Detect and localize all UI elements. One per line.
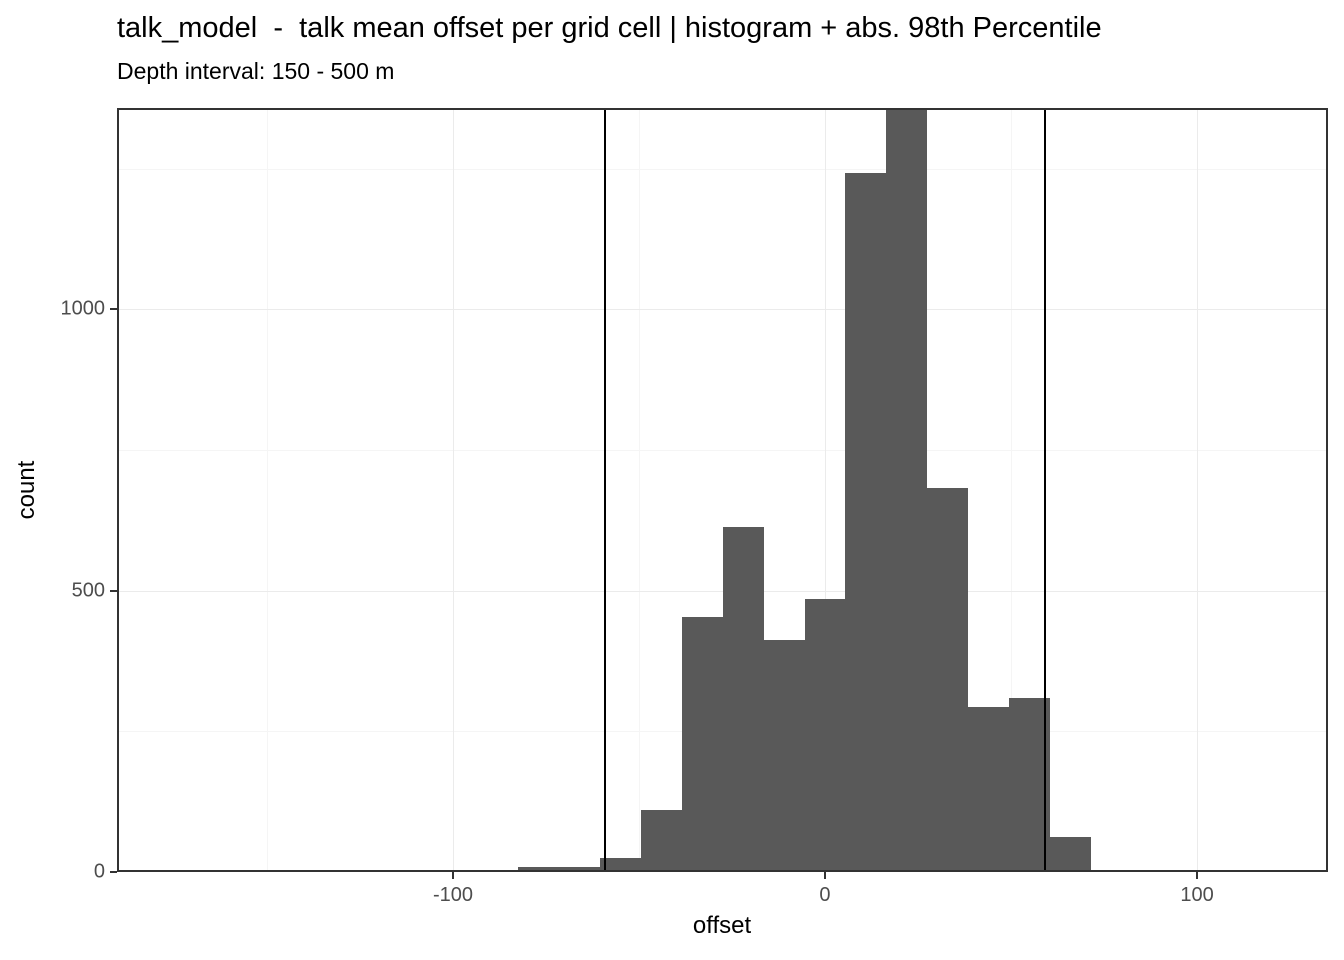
histogram-bar: [845, 173, 887, 872]
y-minor-gridline: [117, 168, 1328, 170]
histogram-bar: [722, 527, 764, 872]
histogram-bar: [558, 867, 600, 872]
y-major-gridline: [117, 590, 1328, 592]
histogram-bar: [1091, 870, 1132, 872]
x-axis-tick: [451, 872, 454, 879]
x-minor-gridline: [638, 108, 640, 872]
x-axis-tick: [1196, 872, 1199, 879]
chart-subtitle: Depth interval: 150 - 500 m: [117, 58, 395, 84]
histogram-bar: [968, 707, 1010, 872]
y-minor-gridline: [117, 450, 1328, 452]
histogram-bar: [477, 870, 519, 872]
histogram-bar: [599, 857, 641, 872]
x-tick-label: 100: [1180, 884, 1214, 906]
histogram-bar: [1050, 837, 1091, 872]
y-axis-tick: [110, 871, 117, 873]
histogram-bar: [763, 640, 805, 872]
histogram-bar: [640, 810, 682, 872]
plot-panel: [117, 108, 1328, 872]
histogram-bar: [804, 599, 846, 872]
x-minor-gridline: [1011, 108, 1013, 872]
histogram-bar: [681, 617, 723, 872]
y-axis-tick: [110, 308, 117, 311]
y-axis-tick: [110, 589, 117, 592]
x-major-gridline: [824, 108, 826, 872]
histogram-bar: [886, 108, 928, 872]
x-minor-gridline: [266, 108, 268, 872]
x-major-gridline: [452, 108, 454, 872]
x-major-gridline: [1197, 108, 1199, 872]
histogram-bar: [1131, 870, 1173, 872]
histogram-bar: [927, 488, 969, 872]
histogram-bar: [518, 867, 559, 872]
x-axis-title: offset: [692, 912, 752, 939]
histogram-bar: [1009, 698, 1051, 872]
x-tick-label: -100: [432, 884, 473, 906]
percentile-vline: [603, 108, 606, 872]
percentile-vline: [1044, 108, 1047, 872]
chart-title: talk_model - talk mean offset per grid c…: [117, 12, 1102, 44]
x-tick-label: 0: [819, 884, 831, 906]
y-major-gridline: [117, 309, 1328, 311]
x-axis-tick: [823, 872, 826, 879]
y-tick-label: 0: [93, 860, 105, 883]
y-axis-title: count: [13, 460, 40, 520]
y-tick-label: 1000: [60, 297, 106, 320]
y-tick-label: 500: [71, 579, 105, 602]
